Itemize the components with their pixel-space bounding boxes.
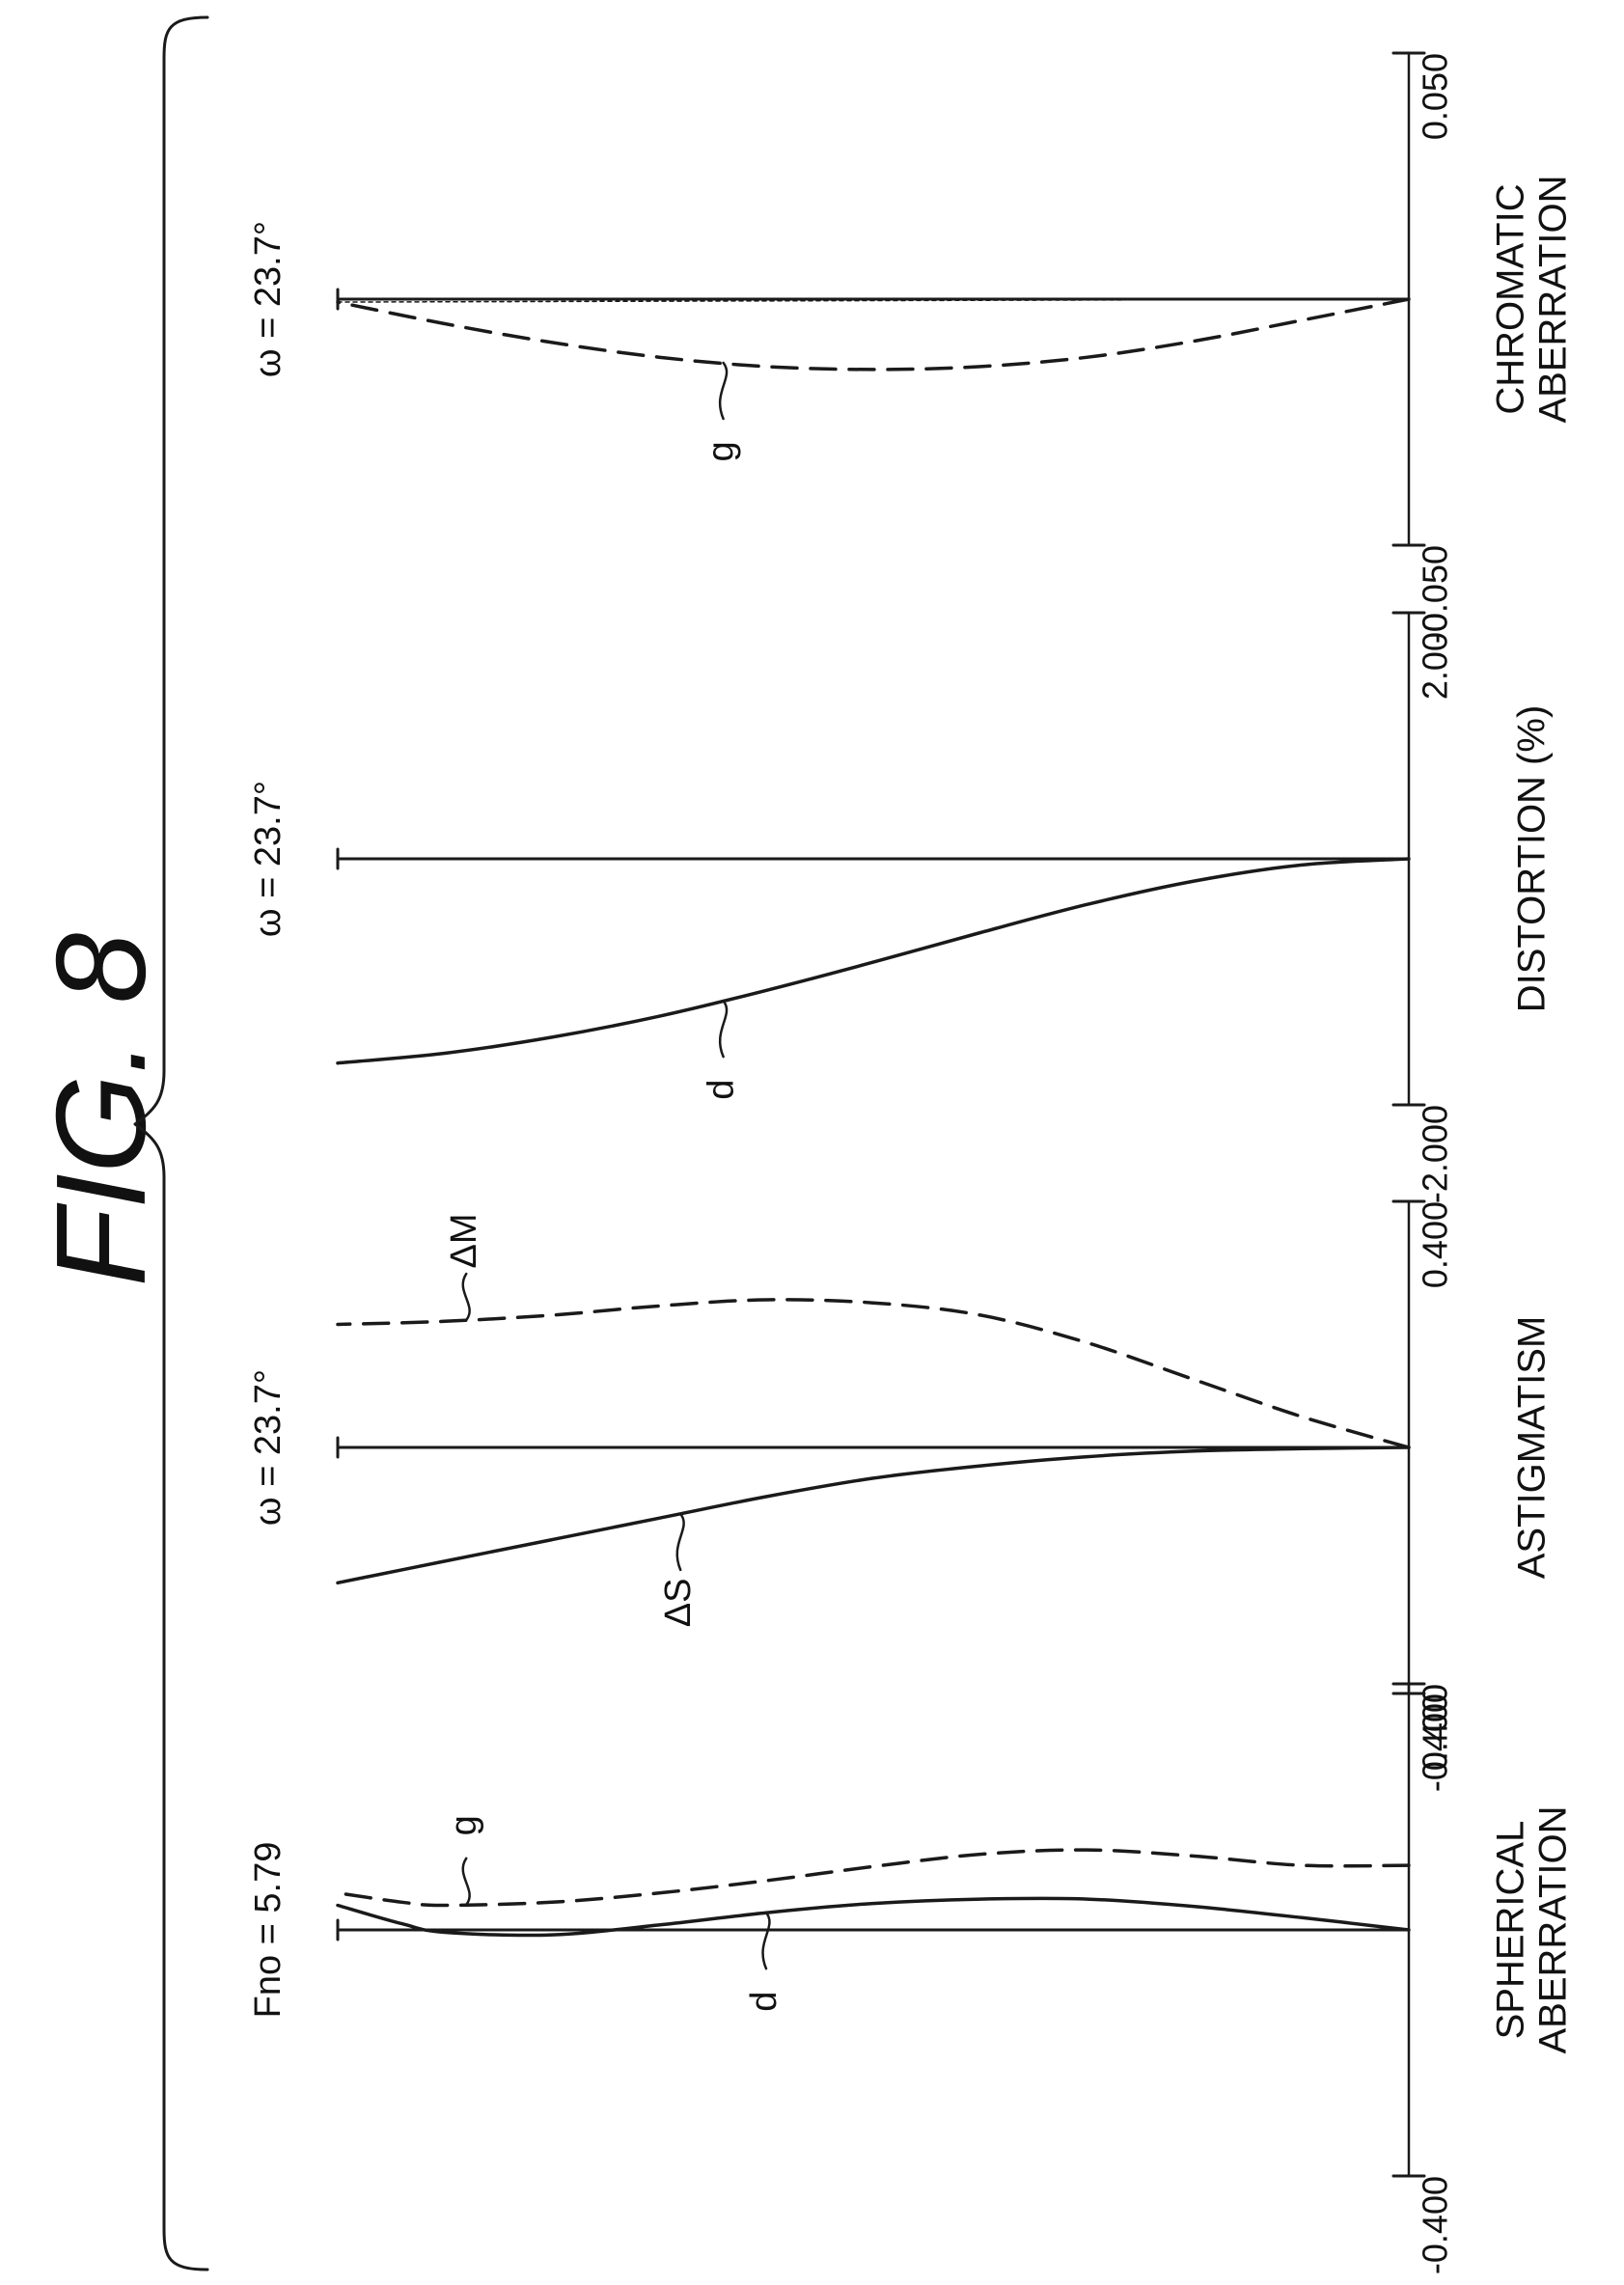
distortion-panel: -2.000 2.000 DISTORTION (%) ω = 23.7° d	[248, 611, 1554, 1203]
chromatic-reference-line	[337, 298, 1410, 303]
astigmatism-curve-0	[336, 1445, 1411, 1585]
astigmatism-leader-1	[461, 1272, 471, 1322]
chromatic-curve-0	[336, 297, 1411, 372]
spherical-corner-label: Fno = 5.79	[248, 1842, 289, 2019]
distortion-tick-label: -2.000	[1416, 1105, 1455, 1203]
spherical-leader-0	[761, 1911, 771, 1970]
chromatic-axis-title: CHROMATIC	[1490, 183, 1532, 414]
spherical-leader-1	[461, 1857, 471, 1907]
chromatic-series-label-0: g	[702, 441, 742, 461]
astigmatism-corner-label: ω = 23.7°	[248, 1369, 289, 1526]
spherical-tick-label: -0.400	[1416, 2176, 1455, 2274]
spherical-axis-title: ABERRATION	[1532, 1805, 1575, 2053]
distortion-axis-title: DISTORTION (%)	[1511, 705, 1554, 1013]
astigmatism-axis-title: ASTIGMATISM	[1511, 1316, 1554, 1580]
distortion-series-label-0: d	[702, 1080, 742, 1100]
figure-title: FIG. 8	[30, 933, 172, 1287]
astigmatism-leader-0	[675, 1512, 685, 1572]
spherical-axis-title: SPHERICAL	[1490, 1821, 1532, 2040]
spherical-tick-label: 0.400	[1416, 1684, 1455, 1771]
distortion-tick-label: 2.000	[1416, 613, 1455, 700]
chromatic-axis-title: ABERRATION	[1532, 175, 1575, 423]
chromatic-aberration-panel: -0.050 0.050 CHROMATIC ABERRATION ω = 23.7° g	[248, 51, 1575, 644]
astigmatism-tick-label: 0.400	[1416, 1201, 1455, 1288]
spherical-curve-0	[336, 1896, 1411, 1938]
spherical-curve-1	[336, 1848, 1411, 1908]
distortion-curve-0	[336, 857, 1411, 1065]
astigmatism-curve-1	[336, 1298, 1411, 1449]
chromatic-corner-label: ω = 23.7°	[248, 221, 289, 377]
chromatic-leader-0	[718, 361, 729, 421]
group-brace	[133, 15, 209, 2271]
astigmatism-series-label-0: ΔS	[658, 1578, 699, 1627]
astigmatism-tick-label: -0.400	[1416, 1693, 1455, 1792]
distortion-leader-0	[718, 999, 729, 1059]
astigmatism-series-label-1: ΔM	[444, 1214, 484, 1269]
spherical-series-label-1: g	[444, 1815, 484, 1835]
distortion-corner-label: ω = 23.7°	[248, 781, 289, 937]
spherical-series-label-0: d	[744, 1992, 784, 2012]
chromatic-tick-label: -0.050	[1416, 545, 1455, 644]
chromatic-tick-label: 0.050	[1416, 53, 1455, 140]
